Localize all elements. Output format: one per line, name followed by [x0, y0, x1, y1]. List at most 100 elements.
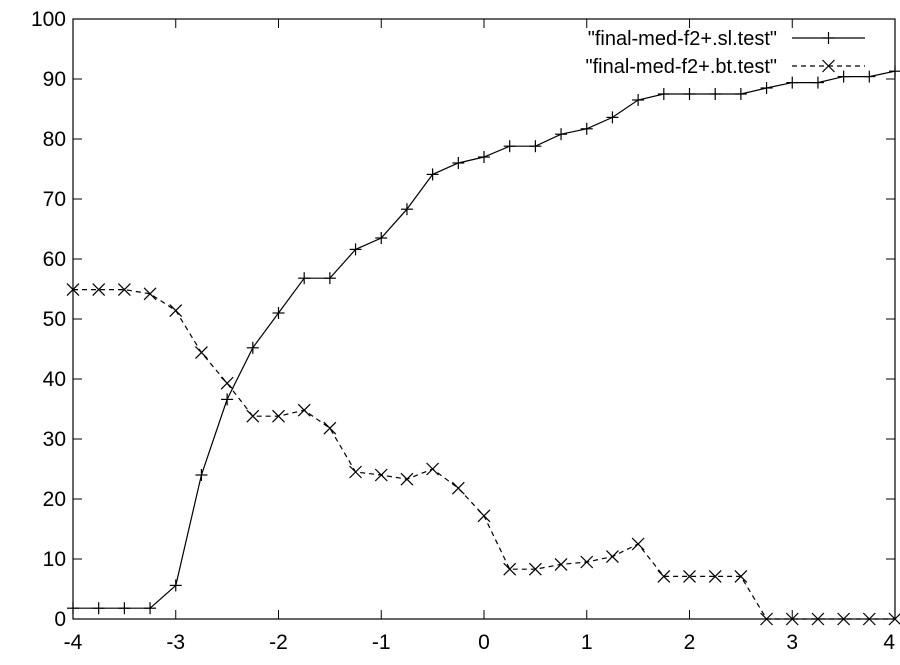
marker-stroke	[92, 283, 106, 297]
x-tick-label: 4	[883, 631, 895, 654]
data-point	[657, 569, 671, 583]
data-point	[323, 272, 336, 285]
data-point	[477, 509, 491, 523]
marker-stroke	[503, 562, 517, 576]
data-point	[426, 462, 440, 476]
series-line	[73, 289, 895, 620]
x-tick-label: 2	[684, 631, 696, 654]
y-tick-label: 90	[43, 68, 66, 91]
data-point	[528, 562, 542, 576]
series-2	[66, 283, 900, 626]
data-point	[195, 469, 208, 481]
data-point	[375, 232, 388, 244]
marker-stroke	[734, 569, 748, 583]
y-tick-label: 20	[43, 488, 66, 511]
data-point	[92, 283, 106, 297]
data-point	[220, 376, 234, 390]
y-tick-label: 80	[43, 128, 66, 151]
data-point	[734, 88, 747, 100]
data-point	[349, 465, 362, 479]
x-tick-label: -3	[166, 631, 185, 654]
data-point	[400, 472, 414, 486]
data-point	[144, 602, 157, 615]
y-axis-ticks: 0 10 20 30 40 50 60 70 80 90 100	[31, 8, 895, 631]
marker-stroke	[374, 468, 388, 482]
y-tick-label: 10	[43, 548, 66, 571]
y-tick-label: 40	[43, 368, 66, 391]
data-point	[529, 140, 542, 153]
marker-stroke	[606, 550, 619, 564]
y-tick-label: 30	[43, 428, 66, 451]
marker-stroke	[683, 569, 696, 583]
x-axis-ticks: -4 -3 -2 -1 0 1 2 3 4	[64, 19, 896, 654]
data-point	[580, 122, 593, 135]
data-point	[811, 76, 824, 89]
marker-stroke	[195, 346, 208, 360]
legend-label: "final-med-f2+.bt.test"	[585, 56, 777, 78]
y-tick-label: 0	[54, 608, 66, 631]
data-point	[297, 403, 311, 417]
data-point	[554, 557, 568, 571]
data-point	[503, 562, 517, 576]
x-tick-label: 1	[581, 631, 593, 654]
marker-stroke	[400, 472, 414, 486]
marker-stroke	[220, 376, 234, 390]
marker-stroke	[246, 409, 260, 423]
data-point	[606, 550, 619, 564]
data-point	[246, 341, 259, 354]
marker-stroke	[822, 59, 835, 73]
marker-stroke	[169, 304, 183, 318]
marker-stroke	[349, 465, 362, 479]
marker-stroke	[477, 509, 491, 523]
data-point	[451, 481, 465, 495]
marker-stroke	[580, 555, 594, 569]
data-point	[169, 579, 182, 592]
data-point	[92, 602, 105, 615]
marker-stroke	[631, 537, 645, 551]
legend: "final-med-f2+.sl.test" "final-med-f2+.bt…	[585, 28, 865, 78]
marker-stroke	[554, 557, 568, 571]
data-point	[631, 537, 645, 551]
y-tick-label: 100	[31, 8, 66, 31]
data-point	[683, 88, 696, 100]
data-point	[169, 304, 183, 318]
data-point	[709, 88, 722, 100]
data-point	[837, 70, 850, 83]
data-point	[708, 569, 722, 583]
series-1	[67, 65, 900, 615]
data-point	[606, 111, 619, 124]
marker-stroke	[143, 287, 157, 301]
marker-stroke	[297, 403, 311, 417]
data-point	[580, 555, 594, 569]
data-point	[786, 76, 799, 89]
data-point	[246, 409, 260, 423]
y-tick-label: 70	[43, 188, 66, 211]
data-point	[349, 243, 362, 256]
marker-stroke	[528, 562, 542, 576]
x-tick-label: -4	[64, 631, 83, 654]
x-tick-label: -1	[372, 631, 391, 654]
plot-frame	[72, 18, 896, 620]
data-point	[400, 203, 413, 216]
x-tick-label: 3	[786, 631, 798, 654]
x-tick-label: 0	[478, 631, 490, 654]
data-point	[478, 151, 490, 163]
data-point	[118, 602, 131, 615]
data-point	[374, 468, 388, 482]
data-point	[863, 70, 876, 83]
legend-marker	[822, 59, 835, 73]
y-tick-label: 60	[43, 248, 66, 271]
marker-stroke	[451, 481, 465, 495]
data-point	[195, 346, 208, 360]
x-tick-label: -2	[269, 631, 288, 654]
marker-stroke	[117, 283, 131, 297]
data-point	[734, 569, 748, 583]
data-point	[298, 272, 311, 285]
marker-stroke	[272, 409, 285, 423]
legend-label: "final-med-f2+.sl.test"	[588, 28, 777, 50]
data-point	[272, 409, 285, 423]
data-point	[323, 421, 337, 435]
y-tick-label: 50	[43, 308, 66, 331]
marker-stroke	[323, 421, 337, 435]
